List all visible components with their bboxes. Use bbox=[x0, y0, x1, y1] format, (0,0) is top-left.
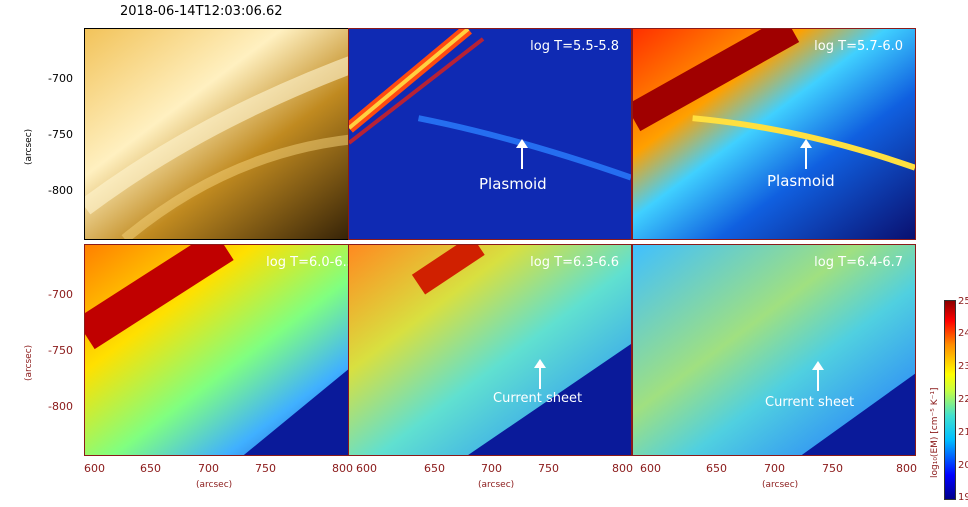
y-tick: -800 bbox=[48, 400, 73, 413]
em-panel-6.3-6.6: log T=6.3-6.6 Current sheet bbox=[348, 244, 632, 456]
x-tick: 600 bbox=[84, 462, 105, 475]
y-tick: -700 bbox=[48, 288, 73, 301]
x-tick: 700 bbox=[764, 462, 785, 475]
y-axis-label: (arcsec) bbox=[24, 128, 34, 165]
current-sheet-label: Current sheet bbox=[493, 391, 583, 406]
colorbar-tick: 24 bbox=[958, 328, 968, 339]
y-tick: -750 bbox=[48, 128, 73, 141]
x-tick: 700 bbox=[481, 462, 502, 475]
y-axis-label: (arcsec) bbox=[24, 344, 34, 381]
x-tick: 650 bbox=[140, 462, 161, 475]
colorbar-tick: 25 bbox=[958, 296, 968, 307]
temperature-label: log T=5.5-5.8 bbox=[530, 39, 619, 54]
em-panel-5.5-5.8: log T=5.5-5.8 Plasmoid bbox=[348, 28, 632, 240]
colorbar-tick: 22 bbox=[958, 394, 968, 405]
arrow-icon bbox=[812, 361, 824, 391]
x-tick: 700 bbox=[198, 462, 219, 475]
em-panel-6.0-6.3: log T=6.0-6.3 bbox=[84, 244, 368, 456]
x-axis-label: (arcsec) bbox=[762, 480, 799, 490]
colorbar-tick: 23 bbox=[958, 361, 968, 372]
temperature-label: log T=5.7-6.0 bbox=[814, 39, 903, 54]
x-axis-label: (arcsec) bbox=[196, 480, 233, 490]
x-tick: 800 bbox=[612, 462, 633, 475]
plasmoid-label: Plasmoid bbox=[479, 175, 547, 193]
y-tick: -800 bbox=[48, 184, 73, 197]
colorbar-tick: 21 bbox=[958, 427, 968, 438]
em-panel-6.4-6.7: log T=6.4-6.7 Current sheet bbox=[632, 244, 916, 456]
colorbar-tick: 20 bbox=[958, 460, 968, 471]
x-tick: 800 bbox=[896, 462, 917, 475]
arrow-icon bbox=[516, 139, 528, 169]
y-tick: -700 bbox=[48, 72, 73, 85]
timestamp: 2018-06-14T12:03:06.62 bbox=[120, 4, 283, 19]
x-tick: 750 bbox=[255, 462, 276, 475]
colorbar-label: log₁₀(EM) [cm⁻⁵ K⁻¹] bbox=[930, 387, 940, 479]
y-tick: -750 bbox=[48, 344, 73, 357]
x-tick: 750 bbox=[822, 462, 843, 475]
plasmoid-label: Plasmoid bbox=[767, 172, 835, 190]
x-tick: 750 bbox=[538, 462, 559, 475]
aia-image-panel bbox=[84, 28, 368, 240]
current-sheet-label: Current sheet bbox=[765, 395, 855, 410]
em-panel-5.7-6.0: log T=5.7-6.0 Plasmoid bbox=[632, 28, 916, 240]
x-tick: 600 bbox=[640, 462, 661, 475]
x-tick: 600 bbox=[356, 462, 377, 475]
aia-image bbox=[85, 29, 367, 239]
arrow-icon bbox=[800, 139, 812, 169]
x-tick: 800 bbox=[332, 462, 353, 475]
x-axis-label: (arcsec) bbox=[478, 480, 515, 490]
temperature-label: log T=6.3-6.6 bbox=[530, 255, 619, 270]
colorbar bbox=[944, 300, 956, 500]
temperature-label: log T=6.0-6.3 bbox=[266, 255, 355, 270]
colorbar-tick: 19 bbox=[958, 492, 968, 503]
x-tick: 650 bbox=[706, 462, 727, 475]
x-tick: 650 bbox=[424, 462, 445, 475]
arrow-icon bbox=[534, 359, 546, 389]
temperature-label: log T=6.4-6.7 bbox=[814, 255, 903, 270]
